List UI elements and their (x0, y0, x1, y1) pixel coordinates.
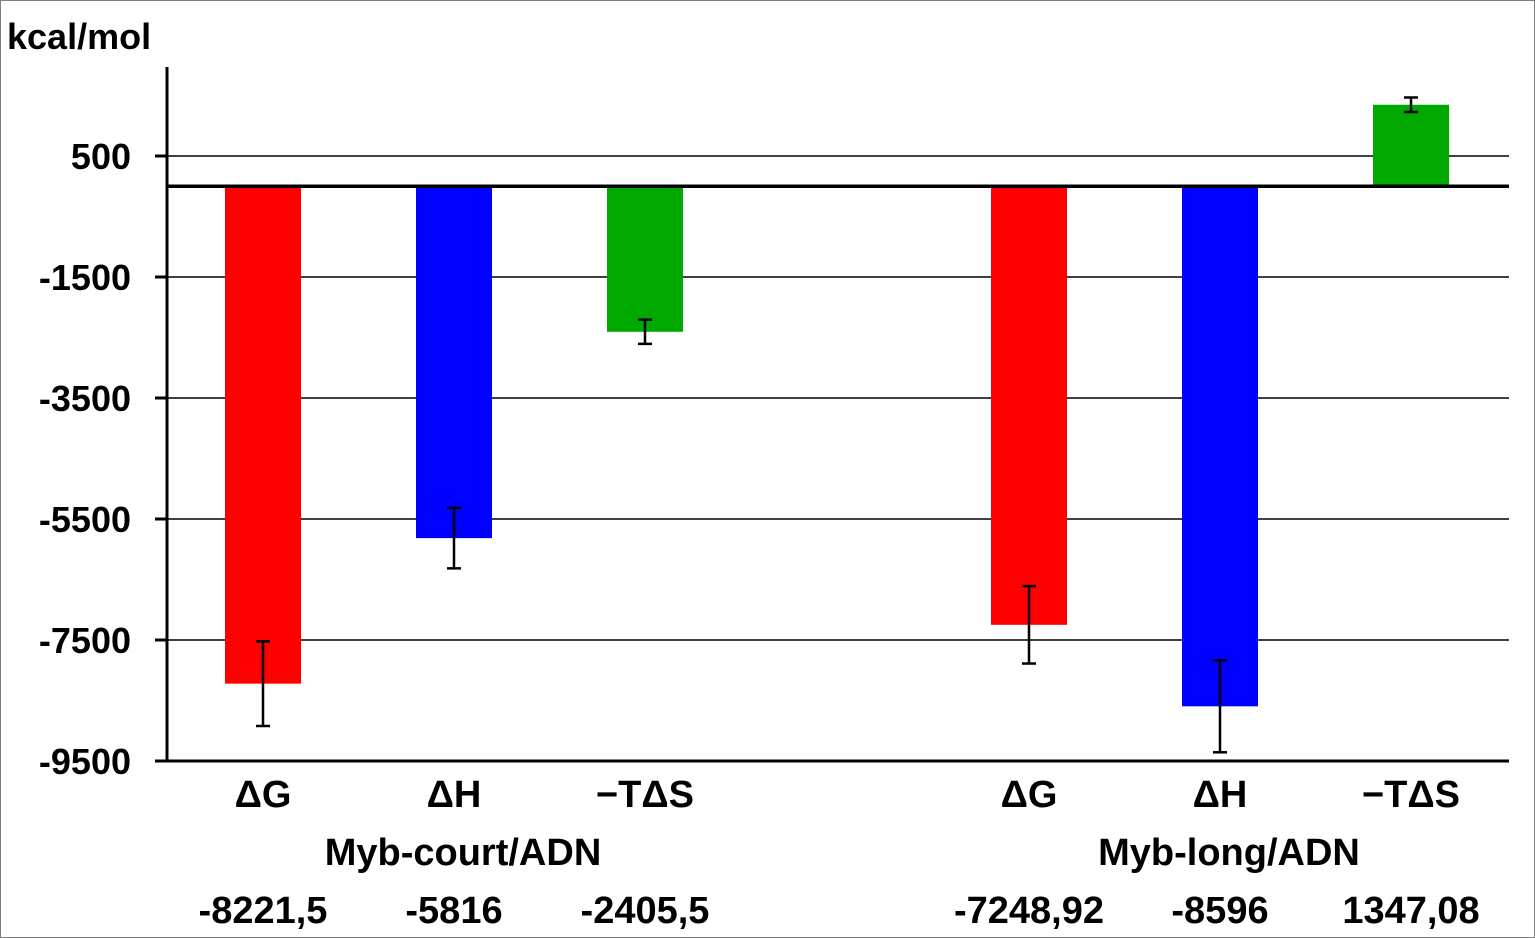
value-label: -5816 (405, 890, 502, 932)
value-label: 1347,08 (1342, 890, 1479, 932)
y-tick-label: 500 (71, 136, 131, 177)
bar (225, 186, 301, 684)
bar (1182, 186, 1258, 707)
x-tick-label: ΔG (235, 774, 292, 816)
x-tick-label: ΔH (1193, 774, 1248, 816)
x-tick-label: ΔH (427, 774, 482, 816)
y-tick-label: -7500 (39, 620, 131, 661)
group-label: Myb-court/ADN (325, 832, 602, 874)
value-label: -8221,5 (199, 890, 328, 932)
value-label: -2405,5 (581, 890, 710, 932)
x-tick-label: ΔG (1001, 774, 1058, 816)
bar (416, 186, 492, 539)
value-label: -8596 (1171, 890, 1268, 932)
y-tick-label: -5500 (39, 499, 131, 540)
bar (607, 186, 683, 332)
bar (991, 186, 1067, 625)
y-axis-label: kcal/mol (7, 16, 151, 57)
y-tick-label: -1500 (39, 257, 131, 298)
y-tick-label: -3500 (39, 378, 131, 419)
x-tick-label: −TΔS (596, 774, 694, 816)
bar (1373, 104, 1449, 187)
value-label: -7248,92 (954, 890, 1104, 932)
group-label: Myb-long/ADN (1098, 832, 1360, 874)
x-tick-label: −TΔS (1362, 774, 1460, 816)
y-tick-label: -9500 (39, 741, 131, 782)
